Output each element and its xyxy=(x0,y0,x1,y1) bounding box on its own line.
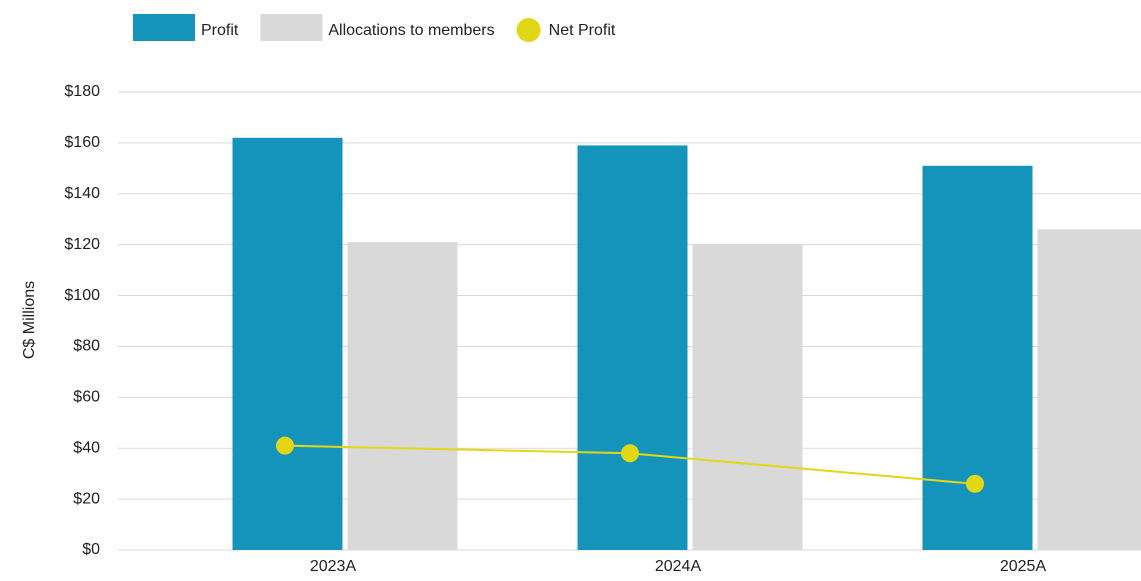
bar xyxy=(577,145,688,550)
y-tick-label: $60 xyxy=(73,389,100,406)
point xyxy=(276,436,294,455)
bar xyxy=(1037,229,1141,550)
y-axis-label: C$ Millions xyxy=(21,281,38,359)
legend-marker xyxy=(516,18,541,42)
legend-marker xyxy=(133,14,195,41)
x-tick-label: 2023A xyxy=(310,558,357,575)
point xyxy=(966,474,984,493)
legend-marker xyxy=(260,14,323,41)
legend-label: Net Profit xyxy=(549,22,616,39)
y-tick-label: $140 xyxy=(64,185,100,202)
y-tick-label: $120 xyxy=(64,236,100,253)
legend-label: Profit xyxy=(201,22,239,39)
y-tick-label: $80 xyxy=(73,338,100,355)
bar xyxy=(347,242,458,550)
x-tick-label: 2024A xyxy=(655,558,702,575)
point xyxy=(621,444,639,463)
x-tick-label: 2025A xyxy=(1000,558,1047,575)
y-tick-label: $160 xyxy=(64,134,100,151)
y-tick-label: $100 xyxy=(64,287,100,304)
legend-label: Allocations to members xyxy=(328,22,494,39)
bar xyxy=(692,244,803,550)
bar xyxy=(232,137,343,551)
y-tick-label: $40 xyxy=(73,439,100,456)
y-tick-label: $180 xyxy=(64,83,100,100)
y-tick-label: $20 xyxy=(73,490,100,507)
y-tick-label: $0 xyxy=(82,541,100,558)
